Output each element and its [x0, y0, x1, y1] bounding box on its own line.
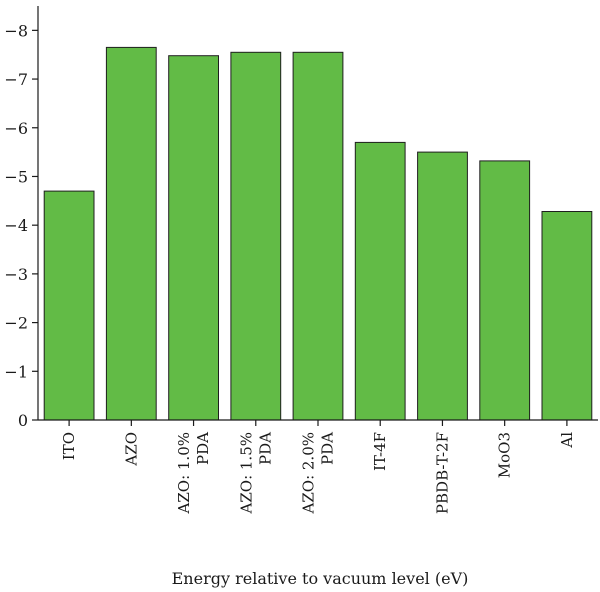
category-label-1-line-0: AZO	[122, 432, 140, 467]
category-label-6-line-0: PBDB-T-2F	[433, 432, 451, 514]
category-label-4: AZO: 2.0% PDA	[300, 432, 337, 515]
category-label-0: ITO	[60, 432, 78, 460]
category-label-3: AZO: 1.5% PDA	[237, 432, 274, 515]
category-label-2: AZO: 1.0% PDA	[175, 432, 212, 515]
category-label-3-line-1: PDA	[256, 432, 274, 465]
bar-6	[417, 151, 468, 421]
y-tick-label-8: −8	[4, 21, 28, 40]
y-tick-label-3: −3	[4, 265, 28, 284]
bar-3	[230, 51, 282, 421]
y-tick-label-4: −4	[4, 216, 28, 235]
bar-2	[168, 55, 219, 421]
category-label-5-line-0: IT-4F	[371, 432, 389, 471]
category-label-1: AZO	[122, 432, 140, 467]
y-tick-label-5: −5	[4, 167, 28, 186]
bar-1	[105, 46, 157, 421]
y-tick-label-1: −1	[4, 362, 28, 381]
category-label-2-line-0: AZO: 1.0%	[175, 432, 193, 514]
x-axis: ITO AZO AZO: 1.0% PDA AZO: 1.5% PDA AZO: 2.0% P…	[38, 419, 598, 515]
bar-7	[479, 160, 531, 421]
bar-8	[541, 211, 593, 421]
category-label-5: IT-4F	[371, 432, 389, 471]
bar-5	[354, 141, 406, 421]
category-label-7: MoO3	[496, 432, 514, 478]
y-tick-label-2: −2	[4, 314, 28, 333]
category-label-3-line-0: AZO: 1.5%	[237, 432, 255, 514]
y-tick-label-0: 0	[18, 411, 28, 430]
category-label-8: Al	[558, 432, 576, 449]
bar-4	[292, 51, 344, 421]
category-label-4-line-0: AZO: 2.0%	[300, 432, 318, 514]
category-label-8-line-0: Al	[558, 432, 576, 449]
category-label-2-line-1: PDA	[194, 432, 212, 465]
y-axis: 0 −1 −2 −3 −4 −5 −6 −7 −8	[4, 6, 39, 430]
y-tick-label-6: −6	[4, 119, 28, 138]
bar-0	[43, 190, 95, 421]
category-label-7-line-0: MoO3	[496, 432, 514, 478]
bars-group	[43, 46, 593, 421]
x-axis-title: Energy relative to vacuum level (eV)	[172, 569, 469, 588]
category-label-6: PBDB-T-2F	[433, 432, 451, 514]
category-label-4-line-1: PDA	[319, 432, 337, 465]
category-label-0-line-0: ITO	[60, 432, 78, 460]
y-tick-label-7: −7	[4, 70, 28, 89]
